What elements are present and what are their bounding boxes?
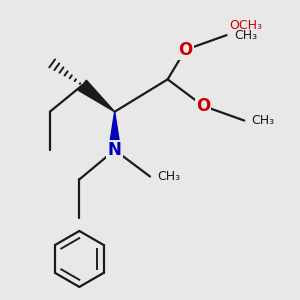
Polygon shape: [78, 80, 115, 112]
Text: O: O: [178, 41, 193, 59]
Text: N: N: [108, 141, 122, 159]
Text: O: O: [196, 97, 210, 115]
Text: OCH₃: OCH₃: [230, 19, 262, 32]
Text: CH₃: CH₃: [158, 170, 181, 183]
Text: CH₃: CH₃: [234, 29, 257, 42]
Polygon shape: [109, 112, 121, 150]
Text: CH₃: CH₃: [252, 114, 275, 127]
